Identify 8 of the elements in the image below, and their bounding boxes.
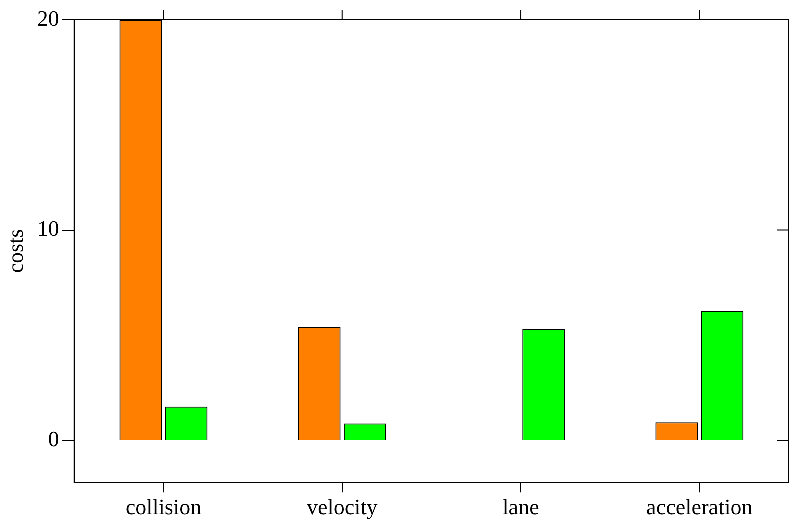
y-axis-title: costs xyxy=(2,229,28,274)
y-tick-label: 0 xyxy=(48,426,60,452)
x-tick-label: lane xyxy=(502,494,540,520)
x-tick-label: velocity xyxy=(306,494,378,520)
x-tick-label: acceleration xyxy=(646,494,753,520)
y-tick-label: 20 xyxy=(37,6,60,31)
y-tick-label: 10 xyxy=(37,216,60,242)
x-tick-label: collision xyxy=(126,494,202,520)
